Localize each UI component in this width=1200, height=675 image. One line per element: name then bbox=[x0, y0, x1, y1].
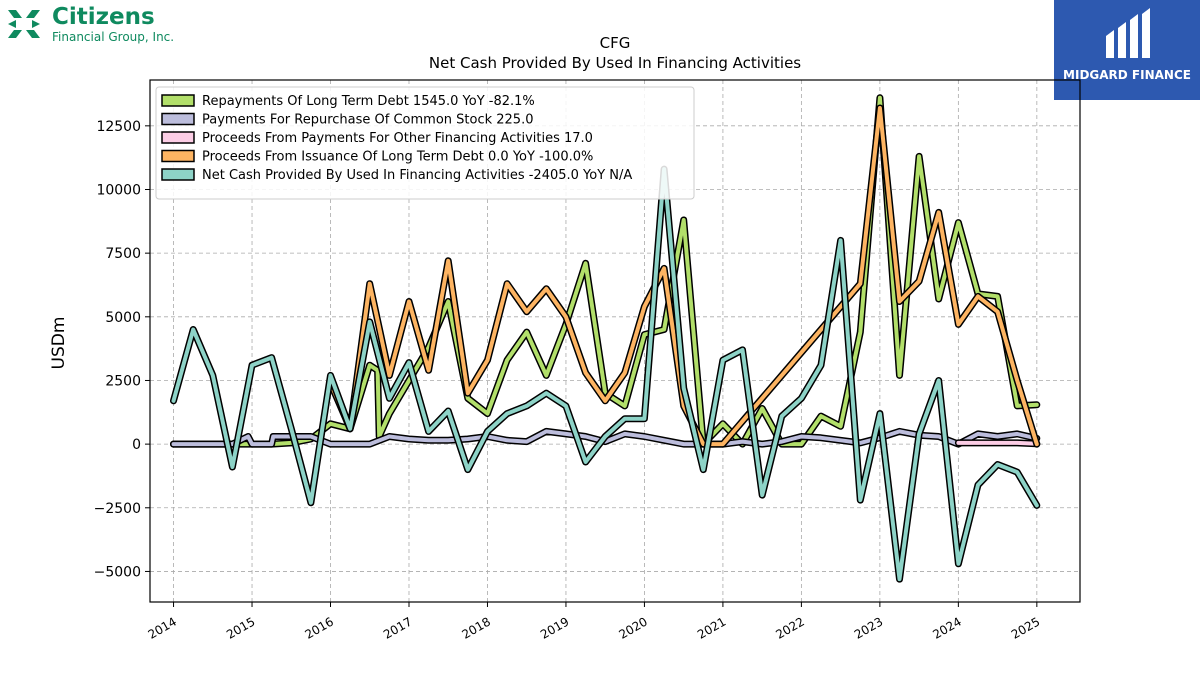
legend-swatch-3 bbox=[161, 149, 195, 163]
legend: Repayments Of Long Term Debt 1545.0 YoY … bbox=[155, 86, 695, 200]
plot-frame bbox=[149, 79, 1081, 603]
left-logo-brand: Citizens bbox=[52, 4, 155, 30]
x-tick-label: 2022 bbox=[773, 614, 806, 641]
legend-label-2: Proceeds From Payments For Other Financi… bbox=[202, 131, 593, 146]
y-tick-label: 7500 bbox=[105, 246, 141, 262]
legend-swatch-0 bbox=[161, 94, 195, 107]
citizens-mark-icon bbox=[8, 10, 40, 38]
x-tick-label: 2019 bbox=[538, 614, 571, 641]
y-tick-label: 0 bbox=[132, 437, 141, 453]
legend-label-4: Net Cash Provided By Used In Financing A… bbox=[202, 168, 632, 183]
y-tick-label: 2500 bbox=[105, 373, 141, 389]
x-tick-label: 2018 bbox=[460, 614, 493, 641]
x-tick-label: 2025 bbox=[1009, 614, 1042, 641]
x-tick-label: 2015 bbox=[224, 614, 257, 641]
x-tick-label: 2016 bbox=[303, 614, 336, 641]
y-tick-label: −2500 bbox=[94, 501, 141, 517]
y-tick-label: 10000 bbox=[96, 182, 141, 198]
left-logo-subtitle: Financial Group, Inc. bbox=[52, 30, 175, 44]
y-tick-label: 12500 bbox=[96, 119, 141, 135]
legend-label-3: Proceeds From Issuance Of Long Term Debt… bbox=[202, 150, 593, 165]
x-tick-label: 2020 bbox=[616, 614, 649, 641]
legend-label-0: Repayments Of Long Term Debt 1545.0 YoY … bbox=[202, 94, 535, 109]
y-axis-label: USDm bbox=[49, 317, 69, 370]
right-logo-brand: MIDGARD FINANCE bbox=[1063, 68, 1191, 82]
y-tick-label: 5000 bbox=[105, 310, 141, 326]
series-lines bbox=[170, 94, 1041, 583]
citizens-logo: Citizens Financial Group, Inc. bbox=[4, 4, 204, 44]
x-tick-label: 2024 bbox=[930, 614, 963, 641]
midgard-mark-icon bbox=[1106, 8, 1150, 58]
x-tick-label: 2014 bbox=[146, 614, 179, 641]
legend-swatch-4 bbox=[161, 168, 195, 181]
y-tick-label: −5000 bbox=[94, 564, 141, 580]
legend-label-1: Payments For Repurchase Of Common Stock … bbox=[202, 113, 533, 128]
legend-box bbox=[155, 86, 695, 200]
chart-subtitle: Net Cash Provided By Used In Financing A… bbox=[429, 54, 801, 72]
x-tick-label: 2021 bbox=[695, 614, 728, 641]
x-tick-label: 2023 bbox=[852, 614, 885, 641]
legend-swatch-2 bbox=[161, 131, 195, 144]
legend-swatch-1 bbox=[161, 112, 195, 126]
x-tick-label: 2017 bbox=[381, 614, 414, 641]
midgard-finance-logo: MIDGARD FINANCE bbox=[1054, 0, 1200, 100]
chart-title: CFG bbox=[600, 34, 631, 52]
series-line-1 bbox=[171, 429, 1039, 447]
series-line-2 bbox=[956, 440, 1039, 446]
series-line-4 bbox=[171, 167, 1039, 582]
series-line-3 bbox=[328, 106, 1039, 447]
